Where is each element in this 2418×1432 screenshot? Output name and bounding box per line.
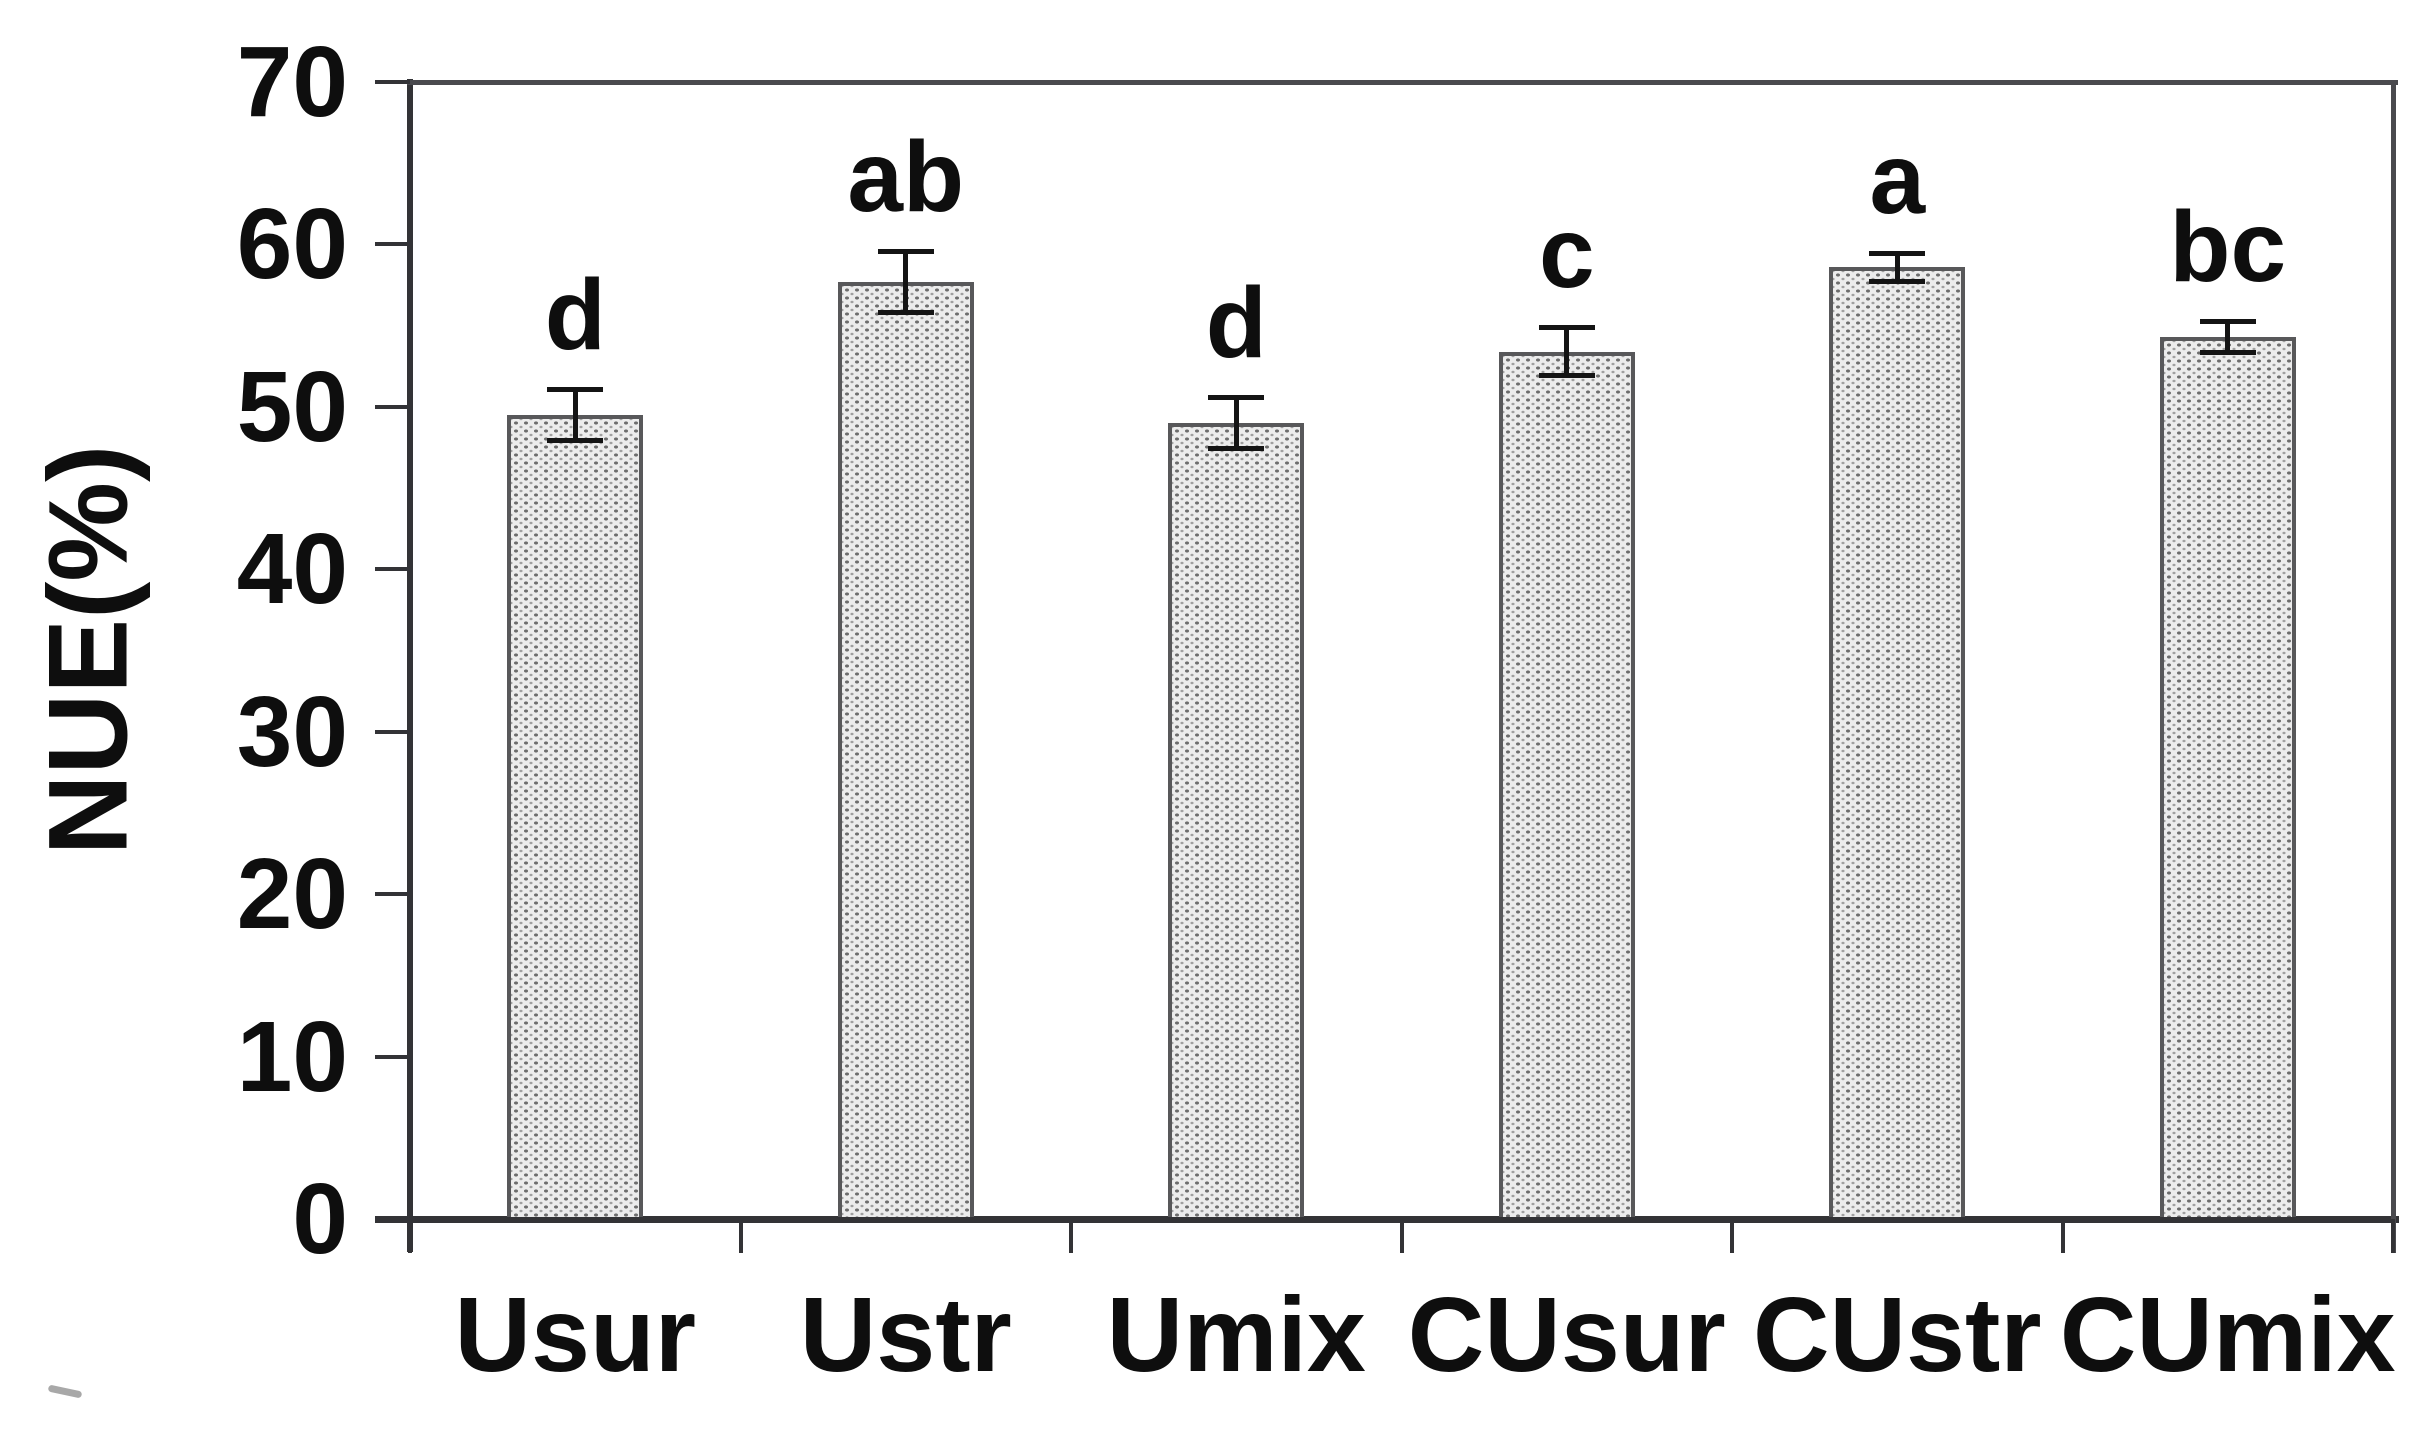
x-tick <box>1730 1219 1734 1253</box>
y-tick-label: 40 <box>236 513 348 626</box>
bar <box>1829 267 1966 1217</box>
y-tick-label: 10 <box>236 1000 348 1113</box>
error-bar-cap-top <box>2199 318 2256 324</box>
category-label: Usur <box>454 1276 697 1394</box>
error-bar-cap-top <box>1869 250 1926 256</box>
category-label: Ustr <box>799 1276 1012 1394</box>
significance-letter: a <box>1869 122 1926 235</box>
error-bar-cap-top <box>1208 395 1265 401</box>
error-bar-cap-bottom <box>1538 372 1595 378</box>
y-tick <box>375 567 410 572</box>
error-bar <box>1894 252 1900 282</box>
significance-letter: d <box>1205 267 1267 380</box>
x-tick <box>738 1219 743 1253</box>
plot-top-border <box>407 80 2398 85</box>
x-tick <box>2391 1219 2395 1253</box>
plot-right-border <box>2391 80 2396 1253</box>
significance-letter: c <box>1538 197 1595 310</box>
error-bar-cap-bottom <box>877 309 934 315</box>
y-tick <box>375 404 410 409</box>
x-tick <box>2060 1219 2065 1253</box>
bar <box>2159 337 2296 1217</box>
y-tick-label: 20 <box>236 838 348 951</box>
significance-letter: d <box>544 258 606 371</box>
error-bar <box>2225 320 2231 354</box>
x-tick <box>408 1219 412 1253</box>
category-label: CUmix <box>2059 1276 2396 1394</box>
bar <box>837 281 974 1217</box>
error-bar-cap-bottom <box>1869 278 1926 284</box>
y-tick <box>375 80 410 84</box>
category-label: CUsur <box>1407 1276 1726 1394</box>
error-bar <box>572 388 578 441</box>
category-label: Umix <box>1106 1276 1366 1394</box>
bar <box>1498 351 1635 1217</box>
x-axis-line <box>375 1216 2399 1223</box>
y-axis-line <box>407 79 413 1252</box>
error-bar-cap-bottom <box>2199 350 2256 356</box>
error-bar-cap-top <box>1538 325 1595 331</box>
y-tick <box>375 242 410 247</box>
error-bar <box>1564 327 1570 376</box>
significance-letter: ab <box>847 120 965 233</box>
error-bar-cap-bottom <box>547 437 604 443</box>
y-tick <box>375 892 410 897</box>
y-tick-label: 60 <box>236 188 348 301</box>
bar <box>1168 423 1305 1217</box>
error-bar-cap-bottom <box>1208 446 1265 452</box>
x-tick <box>1069 1219 1073 1253</box>
error-bar <box>903 250 909 313</box>
y-tick <box>375 1054 410 1059</box>
y-tick-label: 70 <box>236 26 348 138</box>
error-bar <box>1233 397 1239 450</box>
y-tick-label: 30 <box>236 675 348 788</box>
y-tick-label: 0 <box>292 1163 348 1275</box>
category-label: CUstr <box>1752 1276 2042 1394</box>
x-tick <box>1399 1219 1404 1253</box>
bar <box>507 414 644 1217</box>
significance-letter: bc <box>2169 190 2287 303</box>
error-bar-cap-top <box>877 248 934 254</box>
y-tick-label: 50 <box>236 350 348 463</box>
y-tick <box>375 729 410 734</box>
error-bar-cap-top <box>547 386 604 392</box>
